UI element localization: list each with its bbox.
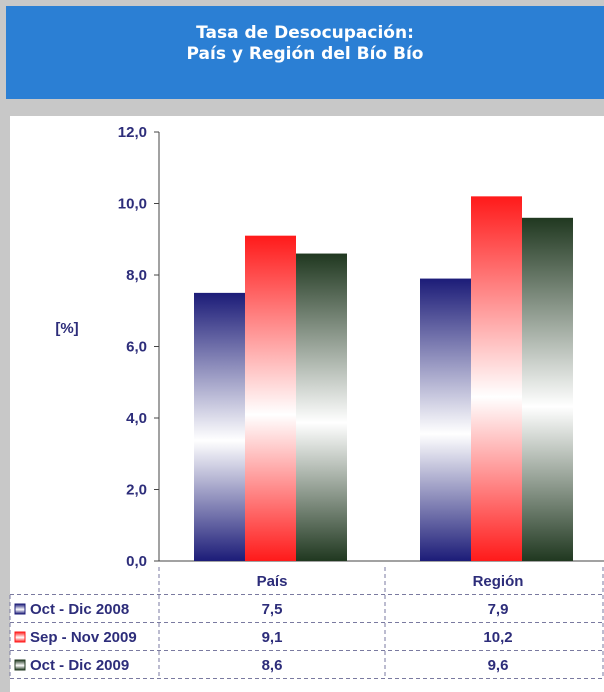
y-tick-label: 0,0 bbox=[126, 553, 147, 570]
legend-swatch bbox=[14, 603, 26, 615]
data-label: 7,5 bbox=[262, 601, 283, 618]
bar bbox=[296, 253, 347, 562]
legend-series-name: Sep - Nov 2009 bbox=[30, 629, 137, 646]
y-tick-label: 12,0 bbox=[118, 124, 147, 141]
y-axis-label: [%] bbox=[55, 320, 78, 337]
x-category-label: País bbox=[257, 573, 288, 590]
bar bbox=[420, 278, 471, 561]
y-tick-label: 8,0 bbox=[126, 267, 147, 284]
y-tick-label: 10,0 bbox=[118, 196, 147, 213]
data-label: 10,2 bbox=[483, 629, 512, 646]
legend-swatch bbox=[14, 659, 26, 671]
data-label: 7,9 bbox=[488, 601, 509, 618]
bar bbox=[245, 235, 296, 562]
title-banner: Tasa de Desocupación: País y Región del … bbox=[6, 6, 604, 99]
chart-title-line-1: Tasa de Desocupación: bbox=[196, 23, 414, 43]
legend-series-name: Oct - Dic 2008 bbox=[30, 601, 129, 618]
y-tick-label: 6,0 bbox=[126, 339, 147, 356]
legend-swatch bbox=[14, 631, 26, 643]
bar bbox=[522, 217, 573, 562]
legend-series-name: Oct - Dic 2009 bbox=[30, 657, 129, 674]
y-tick-label: 2,0 bbox=[126, 482, 147, 499]
y-tick-label: 4,0 bbox=[126, 410, 147, 427]
data-label: 9,6 bbox=[488, 657, 509, 674]
chart-title-line-2: País y Región del Bío Bío bbox=[186, 44, 424, 64]
bar bbox=[471, 196, 522, 561]
data-label: 8,6 bbox=[262, 657, 283, 674]
bar bbox=[194, 292, 245, 561]
chart-title: Tasa de Desocupación: País y Región del … bbox=[6, 23, 604, 65]
x-category-label: Región bbox=[473, 573, 524, 590]
data-label: 9,1 bbox=[262, 629, 283, 646]
